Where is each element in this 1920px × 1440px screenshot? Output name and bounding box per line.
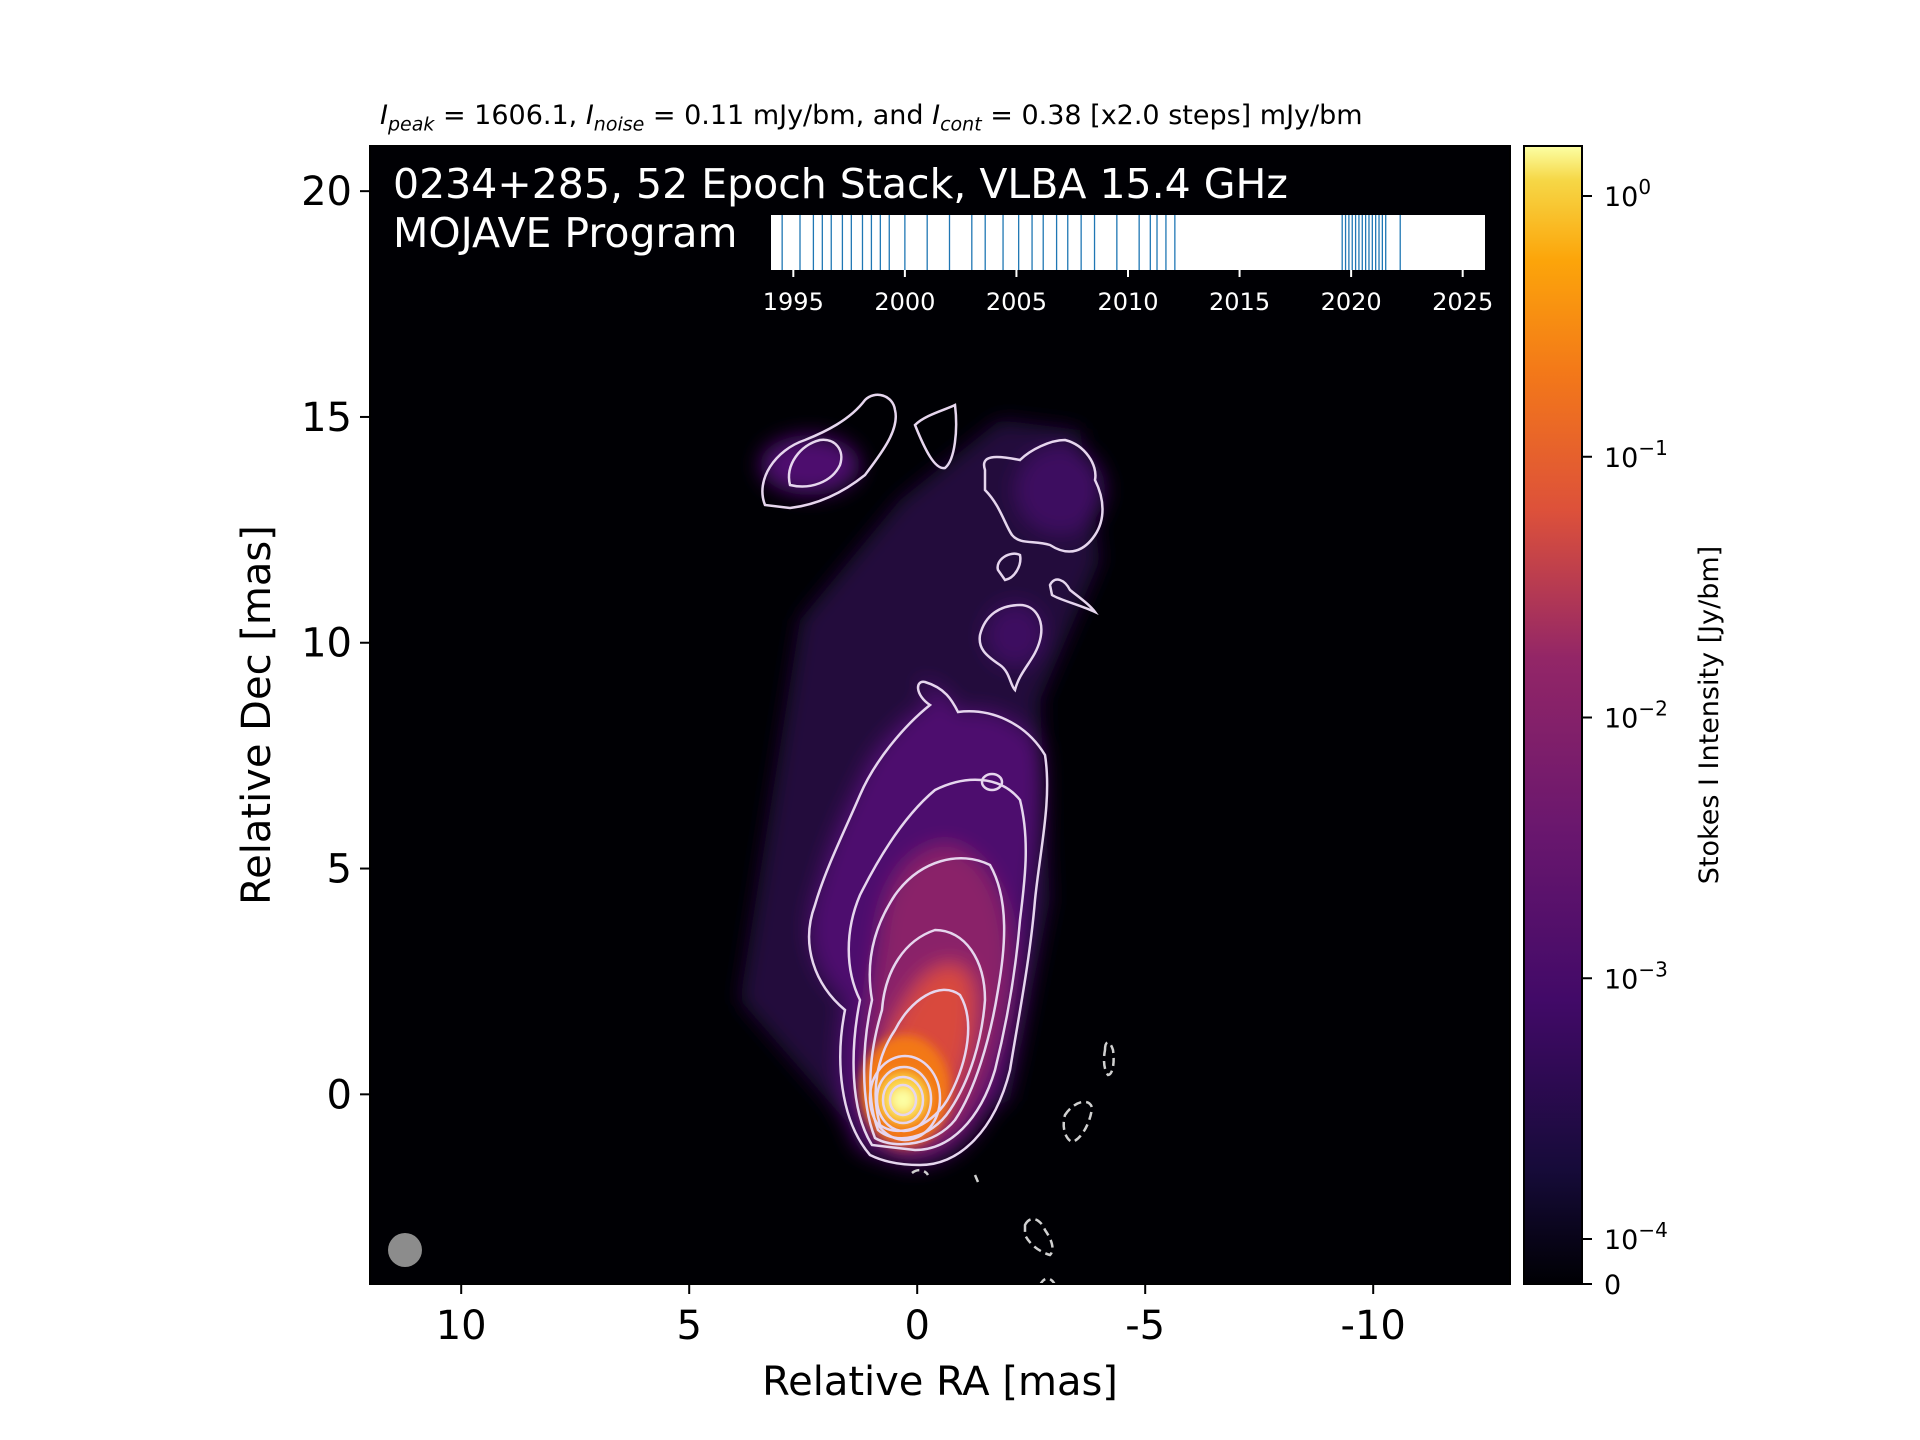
y-tick-label: 15 — [301, 395, 352, 441]
colorbar-tick-exponent: −4 — [1638, 1218, 1667, 1242]
contour-north-blob — [982, 438, 1104, 553]
contour-mid-blob — [978, 603, 1043, 693]
epoch-timeline: 1995 2000 2005 2010 2015 2020 2025 — [763, 215, 1493, 316]
negative-contour-4 — [911, 1168, 930, 1176]
x-axis-label: Relative RA [mas] — [762, 1359, 1118, 1405]
cont-value: = 0.38 [x2.0 steps] mJy/bm — [981, 100, 1363, 131]
contour-level-8 — [881, 1075, 925, 1125]
timeline-tick-label: 2025 — [1432, 288, 1493, 316]
y-tick-label: 5 — [327, 847, 352, 893]
negative-contour-3 — [1023, 1217, 1054, 1257]
timeline-tick-label: 2000 — [874, 288, 935, 316]
y-tick-label: 0 — [327, 1072, 352, 1118]
image-panel: 0234+285, 52 Epoch Stack, VLBA 15.4 GHz … — [369, 145, 1511, 1285]
y-tick-label: 20 — [301, 169, 352, 215]
contour-northwest-inner — [787, 438, 843, 488]
colorbar-frame — [1523, 145, 1583, 1285]
emission-map — [388, 393, 1115, 1284]
timeline-epochs — [781, 215, 1401, 270]
negative-contour-2 — [1062, 1100, 1094, 1144]
map-title-line2: MOJAVE Program — [393, 209, 737, 257]
timeline-tick-label: 1995 — [763, 288, 824, 316]
x-tick-label: 10 — [436, 1303, 487, 1349]
contour-level-5 — [874, 988, 970, 1133]
colorbar: 100 10−1 10−2 10−3 10−4 0 Stokes I Intensity … — [1523, 145, 1725, 1301]
contour-level-7 — [875, 1065, 933, 1133]
x-tick-label: -5 — [1125, 1303, 1165, 1349]
beam-ellipse — [388, 1233, 422, 1267]
colorbar-gradient — [1524, 146, 1582, 1284]
y-tick-label: 10 — [301, 621, 352, 667]
contour-level-1 — [807, 680, 1049, 1167]
colorbar-tick-label: 10−1 — [1604, 436, 1668, 474]
emission-mid-blob — [985, 603, 1045, 667]
peak-value: = 1606.1, — [434, 100, 586, 131]
contour-north-small — [913, 403, 958, 470]
timeline-ticks: 1995 2000 2005 2010 2015 2020 2025 — [763, 270, 1493, 316]
cont-sub: cont — [940, 113, 982, 136]
core-peak — [891, 1088, 915, 1112]
colorbar-tick-exponent: −1 — [1638, 436, 1667, 460]
x-tick-label: -10 — [1341, 1303, 1406, 1349]
colorbar-tick-label: 0 — [1604, 1270, 1621, 1301]
colorbar-tick-label: 10−4 — [1604, 1218, 1668, 1256]
timeline-tick-label: 2020 — [1321, 288, 1382, 316]
timeline-tick-label: 2015 — [1209, 288, 1270, 316]
contour-level-4 — [869, 928, 987, 1140]
colorbar-tick-exponent: 0 — [1638, 175, 1651, 199]
contour-level-2 — [847, 778, 1028, 1152]
noise-sub: noise — [593, 113, 645, 136]
cont-symbol: I — [932, 100, 941, 131]
contour-northwest-blob — [761, 393, 898, 510]
x-axis-ticks: 10 5 0 -5 -10 — [436, 1284, 1406, 1349]
plot-header: Ipeak = 1606.1, Inoise = 0.11 mJy/bm, an… — [380, 100, 1363, 135]
peak-sub: peak — [387, 113, 435, 136]
image-frame — [369, 145, 1511, 1285]
colorbar-tick-label: 10−2 — [1604, 697, 1668, 735]
negative-contour-5 — [973, 1174, 980, 1183]
map-title-line1: 0234+285, 52 Epoch Stack, VLBA 15.4 GHz — [393, 160, 1288, 208]
y-axis-ticks: 20 15 10 5 0 — [301, 169, 370, 1118]
contour-level-3 — [862, 857, 1006, 1146]
colorbar-tick-exponent: −2 — [1638, 697, 1667, 721]
colorbar-tick-label: 100 — [1604, 175, 1651, 213]
contour-level-6 — [868, 1054, 942, 1142]
emission-north-blob — [1015, 445, 1105, 535]
noise-symbol: I — [585, 100, 594, 131]
colorbar-tick-label: 10−3 — [1604, 957, 1668, 995]
noise-value: = 0.11 mJy/bm, and — [644, 100, 933, 131]
timeline-tick-label: 2010 — [1097, 288, 1158, 316]
contour-north-streak — [1048, 578, 1099, 616]
contour-knot — [980, 772, 1004, 792]
timeline-tick-label: 2005 — [986, 288, 1047, 316]
colorbar-label: Stokes I Intensity [Jy/bm] — [1694, 546, 1725, 884]
x-tick-label: 0 — [904, 1303, 929, 1349]
colorbar-ticks: 100 10−1 10−2 10−3 10−4 0 — [1582, 175, 1668, 1301]
negative-contour-1 — [1102, 1041, 1115, 1077]
contours — [761, 393, 1104, 1167]
peak-symbol: I — [380, 100, 388, 131]
x-tick-label: 5 — [676, 1303, 701, 1349]
contour-north-patch — [996, 552, 1022, 582]
contour-level-9 — [888, 1083, 918, 1117]
colorbar-tick-exponent: −3 — [1638, 957, 1667, 981]
y-axis-label: Relative Dec [mas] — [234, 525, 280, 905]
timeline-box — [771, 215, 1485, 270]
